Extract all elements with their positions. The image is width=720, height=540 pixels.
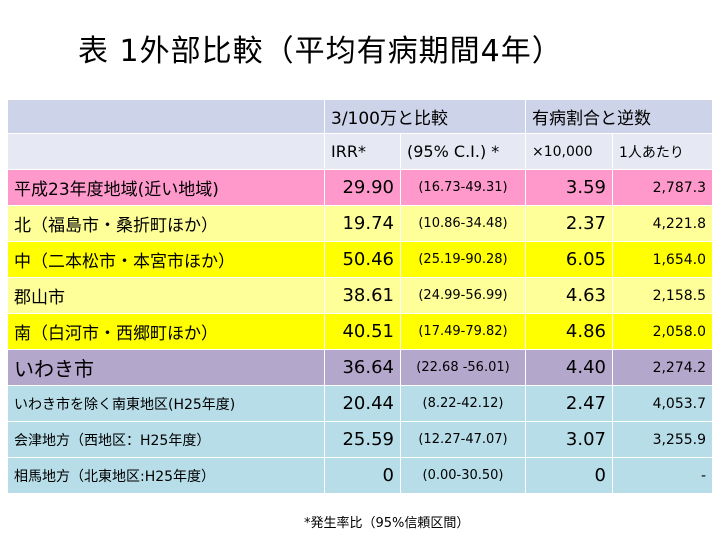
header-group-irr: 3/100万と比較 <box>324 99 526 134</box>
header-inverse: 1人あたり <box>612 133 713 170</box>
region-name: 南（白河市・西郷町ほか） <box>7 313 325 350</box>
region-name: いわき市 <box>7 349 325 386</box>
table-row: いわき市 36.64 (22.68 -56.01) 4.40 2,274.2 <box>7 349 713 386</box>
ci-value: (12.27-47.07) <box>400 421 526 458</box>
rate-value: 4.63 <box>525 277 613 314</box>
irr-value: 19.74 <box>324 205 401 242</box>
rate-value: 0 <box>525 457 613 494</box>
irr-value: 20.44 <box>324 385 401 422</box>
header-blank <box>7 99 325 134</box>
table-row: 郡山市 38.61 (24.99-56.99) 4.63 2,158.5 <box>7 277 713 314</box>
irr-value: 50.46 <box>324 241 401 278</box>
inverse-value: 1,654.0 <box>612 241 713 278</box>
ci-value: (22.68 -56.01) <box>400 349 526 386</box>
inverse-value: 2,058.0 <box>612 313 713 350</box>
ci-value: (17.49-79.82) <box>400 313 526 350</box>
ci-value: (8.22-42.12) <box>400 385 526 422</box>
header-irr: IRR* <box>324 133 401 170</box>
comparison-table: 3/100万と比較 有病割合と逆数 IRR* (95% C.I.) * ×10,… <box>7 99 713 494</box>
ci-value: (16.73-49.31) <box>400 169 526 206</box>
table-row: 中（二本松市・本宮市ほか） 50.46 (25.19-90.28) 6.05 1,654… <box>7 241 713 278</box>
inverse-value: 2,787.3 <box>612 169 713 206</box>
table-row: 平成23年度地域(近い地域) 29.90 (16.73-49.31) 3.59 2,78… <box>7 169 713 206</box>
ci-value: (24.99-56.99) <box>400 277 526 314</box>
page-title: 表 1外部比較（平均有病期間4年） <box>78 34 563 69</box>
irr-value: 38.61 <box>324 277 401 314</box>
region-name: 会津地方（西地区：H25年度） <box>7 421 325 458</box>
irr-value: 29.90 <box>324 169 401 206</box>
table-row: いわき市を除く南東地区(H25年度) 20.44 (8.22-42.12) 2.47 4… <box>7 385 713 422</box>
header-ci: (95% C.I.) * <box>400 133 526 170</box>
header-row-groups: 3/100万と比較 有病割合と逆数 <box>7 99 713 134</box>
irr-value: 25.59 <box>324 421 401 458</box>
rate-value: 2.47 <box>525 385 613 422</box>
rate-value: 3.07 <box>525 421 613 458</box>
irr-value: 36.64 <box>324 349 401 386</box>
region-name: 北（福島市・桑折町ほか） <box>7 205 325 242</box>
inverse-value: 2,158.5 <box>612 277 713 314</box>
region-name: 相馬地方（北東地区:H25年度） <box>7 457 325 494</box>
inverse-value: 4,221.8 <box>612 205 713 242</box>
footnote: *発生率比（95%信頼区間） <box>304 516 470 531</box>
rate-value: 2.37 <box>525 205 613 242</box>
table-row: 南（白河市・西郷町ほか） 40.51 (17.49-79.82) 4.86 2,058.… <box>7 313 713 350</box>
region-name: 郡山市 <box>7 277 325 314</box>
header-blank <box>7 133 325 170</box>
region-name: いわき市を除く南東地区(H25年度) <box>7 385 325 422</box>
inverse-value: 4,053.7 <box>612 385 713 422</box>
table-row: 北（福島市・桑折町ほか） 19.74 (10.86-34.48) 2.37 4,221.… <box>7 205 713 242</box>
inverse-value: 2,274.2 <box>612 349 713 386</box>
ci-value: (10.86-34.48) <box>400 205 526 242</box>
irr-value: 0 <box>324 457 401 494</box>
irr-value: 40.51 <box>324 313 401 350</box>
table-row: 会津地方（西地区：H25年度） 25.59 (12.27-47.07) 3.07 3,2… <box>7 421 713 458</box>
ci-value: (25.19-90.28) <box>400 241 526 278</box>
rate-value: 4.86 <box>525 313 613 350</box>
inverse-value: - <box>612 457 713 494</box>
rate-value: 4.40 <box>525 349 613 386</box>
header-rate: ×10,000 <box>525 133 613 170</box>
table-row: 相馬地方（北東地区:H25年度） 0 (0.00-30.50) 0- <box>7 457 713 494</box>
header-row-columns: IRR* (95% C.I.) * ×10,000 1人あたり <box>7 133 713 170</box>
header-group-prevalence: 有病割合と逆数 <box>525 99 713 134</box>
region-name: 平成23年度地域(近い地域) <box>7 169 325 206</box>
inverse-value: 3,255.9 <box>612 421 713 458</box>
ci-value: (0.00-30.50) <box>400 457 526 494</box>
rate-value: 6.05 <box>525 241 613 278</box>
rate-value: 3.59 <box>525 169 613 206</box>
region-name: 中（二本松市・本宮市ほか） <box>7 241 325 278</box>
